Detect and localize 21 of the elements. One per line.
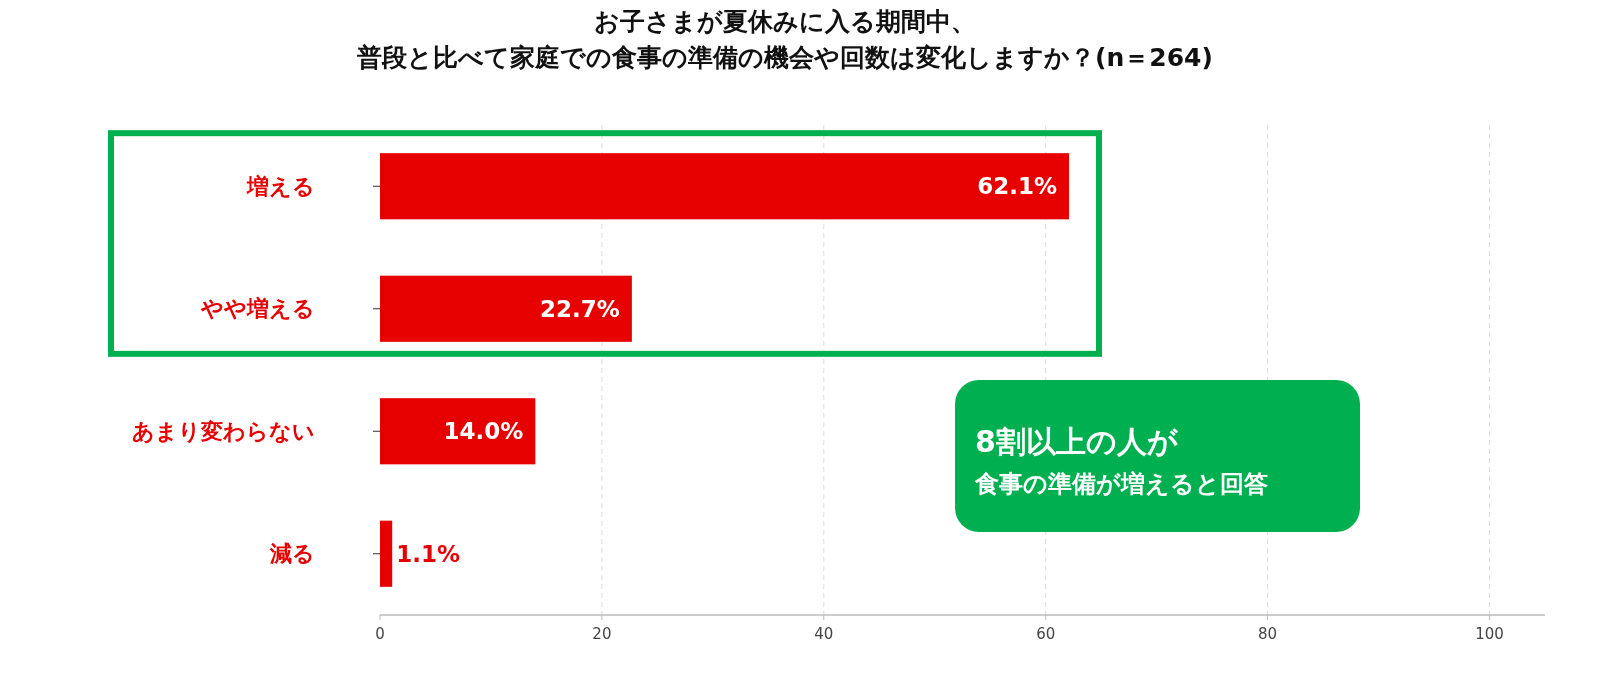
x-tick-label: 60 (1036, 625, 1056, 643)
annotation: 食事の準備が増えると回答 (974, 470, 1268, 498)
data-label: 1.1% (396, 540, 460, 567)
y-tick-label: あまり変わらない (132, 418, 315, 444)
data-label: 62.1% (977, 173, 1058, 200)
bar (380, 398, 536, 465)
x-tick-label: 20 (592, 625, 612, 643)
bar (380, 153, 1070, 220)
chart-title: お子さまが夏休みに入る期間中、普段と比べて家庭での食事の準備の機会や回数は変化しますか？(n＝264) (356, 7, 1213, 72)
y-tick-label: 減る (269, 541, 315, 567)
annotation: 8割以上の人が (975, 424, 1179, 459)
bar (380, 275, 632, 342)
data-label: 22.7% (540, 295, 620, 322)
y-tick-label: やや増える (200, 296, 315, 322)
x-tick-label: 0 (375, 625, 385, 643)
x-tick-label: 80 (1258, 625, 1278, 643)
y-tick-label: 増える (246, 173, 315, 199)
x-tick-label: 100 (1475, 625, 1504, 643)
x-tick-label: 40 (814, 625, 834, 643)
data-label: 14.0% (443, 418, 524, 445)
bar (380, 520, 393, 587)
